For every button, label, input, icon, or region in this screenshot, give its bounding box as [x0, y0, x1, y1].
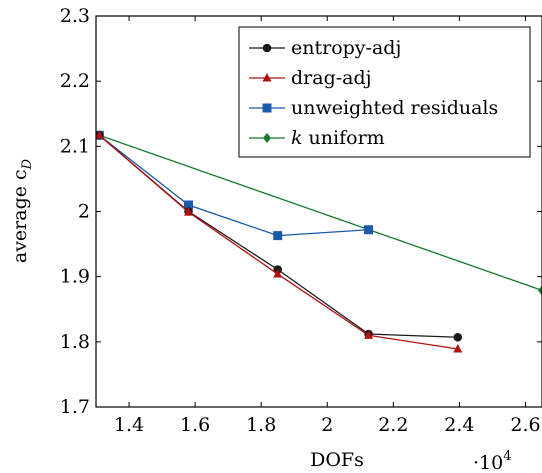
legend-swatch-marker [262, 103, 272, 113]
y-tick-label: 2.1 [60, 135, 90, 157]
legend-label: entropy-adj [291, 37, 401, 59]
data-point-drag-adj [453, 344, 463, 353]
y-axis-title-main: average c [9, 169, 31, 263]
legend-label: unweighted residuals [291, 97, 498, 119]
data-point-drag-adj [273, 269, 283, 278]
legend-swatch-marker [262, 73, 272, 82]
x-tick-label: 2.2 [378, 414, 408, 436]
y-tick-label: 2 [78, 201, 90, 223]
legend-swatch-marker [263, 133, 271, 143]
y-axis-title: average cD [9, 158, 35, 263]
legend-item-entropy-adj: entropy-adj [249, 37, 401, 59]
data-point-drag-adj [184, 207, 194, 216]
data-point-k-uniform [538, 285, 542, 296]
y-tick-label: 2.3 [60, 5, 90, 27]
legend-label: k uniform [291, 127, 385, 149]
legend-swatch-marker [262, 43, 272, 53]
series-drag-adj [96, 130, 463, 353]
legend-box [238, 26, 531, 158]
legend-item-drag-adj: drag-adj [249, 67, 372, 89]
legend-item-k-uniform: k uniform [249, 127, 385, 149]
series-line-unweighted-residuals [98, 134, 369, 237]
data-point-entropy-adj [453, 332, 463, 342]
series-layer [96, 130, 542, 353]
y-tick-label: 1.8 [60, 331, 90, 353]
y-tick-label: 1.7 [60, 396, 90, 418]
x-tick-label: 2 [321, 414, 333, 436]
data-point-unweighted-residuals [184, 200, 194, 210]
y-tick-label: 1.9 [60, 266, 90, 288]
data-point-unweighted-residuals [364, 225, 374, 235]
ticks-layer: 1.4 1.6 1.8 2 2.2 2.4 2.6 1.7 1.8 1.9 2 2.1 2.2 2.3 [60, 5, 542, 436]
x-tick-label: 2.4 [444, 414, 474, 436]
data-point-drag-adj [364, 330, 374, 339]
y-tick-label: 2.2 [60, 70, 90, 92]
x-axis-multiplier-base: ·10 [473, 452, 503, 473]
legend-item-unweighted-residuals: unweighted residuals [249, 97, 498, 119]
x-axis-multiplier-exp: 4 [503, 449, 511, 464]
x-tick-label: 1.6 [180, 414, 210, 436]
x-tick-label: 1.4 [114, 414, 144, 436]
x-axis-title: DOFs [310, 449, 364, 471]
data-point-drag-adj [96, 130, 104, 139]
legend: entropy-adj drag-adj unweighted residuals k… [238, 26, 531, 158]
legend-label: drag-adj [291, 67, 372, 89]
x-tick-label: 2.6 [510, 414, 540, 436]
y-axis-title-sub: D [20, 158, 35, 170]
series-line-k-uniform [99, 134, 542, 291]
x-tick-label: 1.8 [246, 414, 276, 436]
data-point-unweighted-residuals [273, 231, 283, 241]
x-axis-multiplier: ·104 [473, 449, 512, 473]
